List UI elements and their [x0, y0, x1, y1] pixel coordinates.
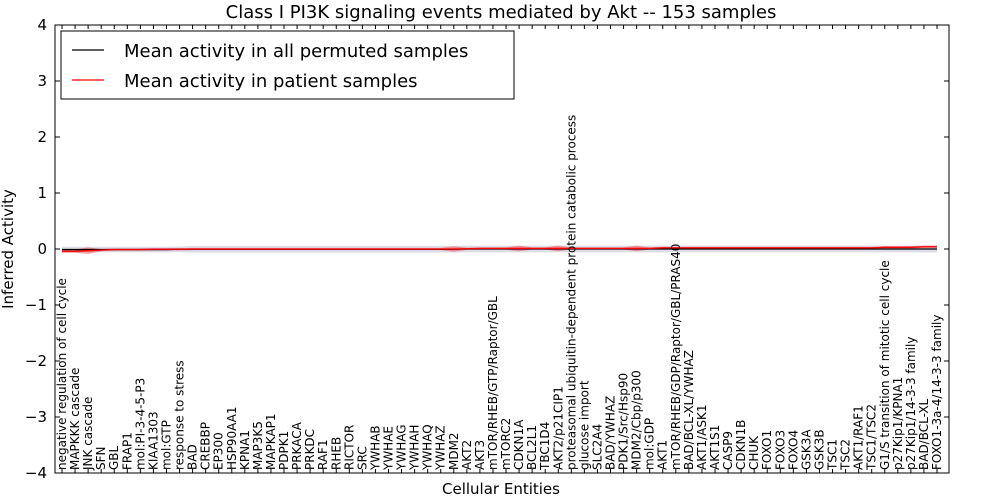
x-tick-label: RAF1 — [316, 439, 330, 470]
x-tick-label: KPNA1 — [238, 430, 252, 470]
x-tick-label: TBC1D4 — [538, 422, 552, 471]
x-tick-label: SLC2A4 — [590, 424, 604, 470]
x-tick-label: FOXO1-3a-4/14-3-3 family — [930, 315, 944, 471]
x-tick-label: response to stress — [173, 360, 187, 470]
legend-label-permuted: Mean activity in all permuted samples — [124, 41, 468, 62]
x-tick-label: G1/S transition of mitotic cell cycle — [878, 260, 892, 470]
x-tick-label: mol:PI-3-4-5-P3 — [133, 378, 147, 470]
y-tick-label: −1 — [25, 296, 47, 314]
x-tick-label: AKT3 — [473, 440, 487, 470]
x-tick-label: negative regulation of cell cycle — [55, 278, 69, 470]
y-tick-label: 4 — [37, 16, 47, 34]
x-axis-label: Cellular Entities — [442, 480, 560, 498]
y-tick-label: −4 — [25, 464, 47, 482]
x-tick-label: TSC2 — [839, 439, 853, 471]
x-tick-label: BAD — [186, 444, 200, 470]
x-tick-label: FOXO4 — [786, 430, 800, 470]
x-tick-label: GSK3A — [799, 429, 813, 470]
x-tick-label: EP300 — [212, 432, 226, 470]
x-tick-label: mTORC2 — [499, 418, 513, 470]
x-tick-label: BCL2L1 — [525, 425, 539, 470]
x-tick-label: MDM2/Cbp/p300 — [630, 370, 644, 470]
x-tick-label: SRC — [355, 446, 369, 470]
x-tick-label: proteasomal ubiquitin-dependent protein … — [564, 115, 578, 470]
x-tick-label: glucose import — [577, 380, 591, 470]
x-tick-label: PRKDC — [303, 429, 317, 470]
x-tick-label: YWHAH — [408, 425, 422, 471]
x-tick-label: CREBBP — [199, 422, 213, 470]
x-axis: negative regulation of cell cycle MAPKKK … — [55, 25, 944, 473]
x-tick-label: AKT2 — [460, 440, 474, 470]
x-tick-label: YWHAE — [381, 426, 395, 471]
x-tick-label: MAPKAP1 — [264, 413, 278, 470]
x-tick-label: GSK3B — [812, 429, 826, 470]
x-tick-label: CASP9 — [721, 431, 735, 470]
y-axis: −4 −3 −2 −1 0 1 2 3 4 — [25, 16, 949, 482]
x-tick-label: YWHAG — [395, 424, 409, 471]
x-tick-label: CDKN1B — [734, 420, 748, 470]
legend-box — [60, 30, 515, 100]
x-tick-label: AKT2/p21CIP1 — [551, 386, 565, 470]
x-tick-label: MDM2 — [447, 432, 461, 470]
x-tick-label: AKT1/ASK1 — [695, 405, 709, 470]
legend-label-patient: Mean activity in patient samples — [124, 71, 418, 92]
x-tick-label: TSC1/TSC2 — [865, 404, 879, 471]
chart-title: Class I PI3K signaling events mediated b… — [226, 2, 777, 23]
x-tick-label: mol:GTP — [159, 420, 173, 470]
x-tick-label: HSP90AA1 — [225, 406, 239, 470]
x-tick-label: mTOR/RHEB/GDP/Raptor/GBL/PRAS40 — [669, 244, 683, 470]
x-tick-label: mTOR/RHEB/GTP/Raptor/GBL — [486, 296, 500, 470]
x-tick-label: RICTOR — [342, 425, 356, 470]
legend: Mean activity in all permuted samples Me… — [60, 30, 515, 100]
x-tick-label: AKT1/RAF1 — [852, 405, 866, 470]
y-axis-label: Inferred Activity — [0, 189, 17, 309]
x-tick-label: YWHAB — [368, 425, 382, 471]
x-tick-label: TSC1 — [826, 439, 840, 471]
x-tick-label: MAPKKK cascade — [68, 368, 82, 470]
x-tick-label: p27Kip1/14-3-3 family — [904, 337, 918, 470]
x-tick-label: RHEB — [329, 437, 343, 470]
x-tick-label: KIAA1303 — [146, 411, 160, 470]
x-tick-label: MAP3K5 — [251, 421, 265, 470]
x-tick-label: CDKN1A — [512, 419, 526, 470]
x-tick-label: JNK cascade — [81, 397, 95, 471]
y-tick-label: 1 — [37, 184, 47, 202]
x-tick-label: AKT1S1 — [708, 425, 722, 470]
x-tick-label: mol:GDP — [643, 418, 657, 470]
x-tick-label: p27Kip1/KPNA1 — [891, 377, 905, 470]
x-tick-label: SFN — [94, 447, 108, 471]
x-tick-label: PDPK1 — [277, 431, 291, 470]
x-tick-label: YWHAZ — [434, 425, 448, 471]
x-tick-label: FOXO3 — [773, 430, 787, 470]
x-tick-label: PDK1/Src/Hsp90 — [617, 373, 631, 470]
line-patient — [62, 246, 937, 252]
x-tick-label: BAD/YWHAZ — [604, 396, 618, 470]
x-tick-label: YWHAQ — [421, 424, 435, 471]
y-tick-label: −2 — [25, 352, 47, 370]
x-tick-label: FOXO1 — [760, 430, 774, 470]
y-tick-label: 3 — [37, 72, 47, 90]
x-tick-label: FRAP1 — [120, 432, 134, 470]
x-tick-label: BAD/BCL-XL/YWHAZ — [682, 350, 696, 470]
x-tick-label: AKT1 — [656, 440, 670, 470]
x-tick-label: GBL — [107, 445, 121, 470]
y-tick-label: 0 — [37, 240, 47, 258]
y-tick-label: −3 — [25, 408, 47, 426]
series-lines — [62, 246, 937, 252]
x-tick-label: CHUK — [747, 435, 761, 470]
y-tick-label: 2 — [37, 128, 47, 146]
x-tick-label: PRKACA — [290, 421, 304, 470]
x-tick-label: BAD/BCL-XL — [917, 398, 931, 470]
